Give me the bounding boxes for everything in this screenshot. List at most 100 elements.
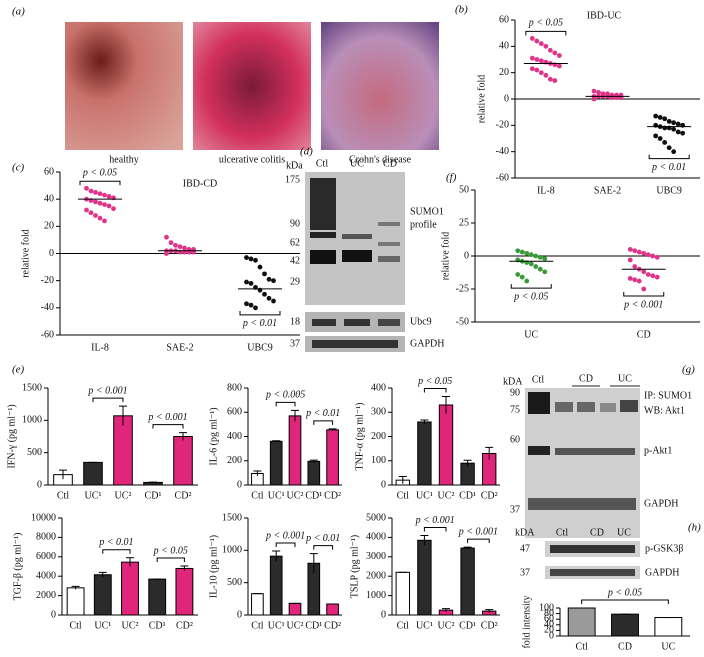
bar (460, 462, 475, 486)
x-tick-label: UC¹ (94, 620, 111, 631)
significance-bracket (92, 397, 124, 403)
error-bar (126, 557, 134, 567)
dot (542, 256, 548, 262)
x-tick-label: IL-8 (91, 342, 109, 353)
band (550, 569, 635, 576)
y-axis-label: IFN-γ (pg ml⁻¹) (6, 404, 17, 468)
bar (269, 555, 283, 616)
marker-label: 75 (510, 404, 520, 415)
x-tick-label: SAE-2 (166, 342, 193, 353)
lane-label: Ctl (532, 374, 544, 385)
bar (417, 421, 432, 486)
band (528, 392, 550, 414)
dot (182, 245, 187, 251)
dot (248, 280, 254, 286)
dot (524, 250, 530, 256)
significance-bracket (623, 292, 665, 297)
x-tick-label: CD² (176, 620, 193, 631)
x-tick-label: UC¹ (416, 490, 433, 501)
dot (529, 36, 535, 41)
panel-label: (c) (12, 162, 25, 174)
y-tick-label: 0 (549, 630, 554, 641)
y-tick-label: 1000 (22, 415, 42, 426)
band (577, 402, 595, 412)
x-tick-label: CD¹ (149, 620, 166, 631)
x-tick-label: IL-8 (537, 185, 555, 196)
y-axis-label: relative fold (20, 229, 31, 278)
dot (666, 145, 672, 151)
dot (111, 206, 116, 212)
x-tick-label: UC¹ (268, 490, 285, 501)
y-tick-label: 60 (44, 166, 54, 177)
y-axis-label: relative fold (440, 232, 451, 281)
marker-label: 90 (510, 387, 520, 398)
y-tick-label: 100 (371, 455, 386, 466)
bar (438, 404, 454, 486)
dot (662, 140, 668, 145)
dot (645, 272, 651, 277)
y-tick-label: 0 (237, 479, 242, 490)
error-bar (253, 470, 262, 476)
significance-bracket (313, 420, 334, 425)
dot (627, 257, 633, 263)
x-tick-label: UC² (438, 620, 455, 631)
y-tick-label: 40 (544, 619, 554, 630)
dot (534, 38, 540, 44)
bar (66, 587, 85, 616)
band (555, 402, 573, 412)
dot (591, 88, 597, 94)
dot (657, 136, 663, 141)
significance-bracket (648, 154, 690, 160)
dot (519, 274, 525, 280)
y-tick-label: 8000 (36, 532, 56, 543)
x-tick-label: CD (618, 641, 632, 652)
error-bar (463, 459, 472, 467)
dot (244, 255, 249, 260)
bar (175, 567, 194, 616)
x-tick-label: CD (637, 329, 651, 340)
x-tick-label: CD¹ (305, 490, 322, 501)
dot (641, 250, 647, 256)
x-tick-label: CD² (324, 620, 341, 631)
y-axis-label: IL-6 (pg ml⁻¹) (208, 407, 219, 465)
dot (552, 50, 558, 56)
dot (106, 194, 112, 199)
dot (253, 257, 258, 263)
y-tick-label: 2000 (36, 590, 56, 601)
band (312, 319, 336, 326)
annotation: p < 0.05 (417, 376, 452, 387)
panel-label: (d) (300, 146, 313, 158)
dot (537, 266, 543, 272)
panel-label: (g) (682, 364, 695, 376)
lane-label: Ctl (556, 527, 568, 538)
x-tick-label: CD² (175, 490, 192, 501)
bar (121, 561, 139, 616)
blot-label: profile (410, 219, 437, 230)
significance-bracket (313, 545, 334, 550)
band (342, 234, 372, 239)
bar (567, 607, 596, 637)
band (550, 545, 635, 553)
dot (653, 113, 659, 119)
x-tick-label: CD² (481, 620, 498, 631)
band (310, 250, 336, 264)
dot (244, 279, 249, 285)
dot (538, 70, 544, 76)
band (312, 340, 398, 348)
y-axis-label: relative fold (476, 75, 487, 124)
y-tick-label: 60 (499, 14, 509, 25)
panel-label: (a) (12, 6, 25, 18)
y-tick-label: 1000 (366, 590, 386, 601)
bar (148, 578, 167, 616)
lane-label: CD (383, 158, 397, 169)
dot (244, 301, 249, 307)
x-tick-label: Ctl (69, 620, 81, 631)
y-tick-label: 5000 (366, 512, 386, 523)
x-tick-label: CD² (324, 490, 341, 501)
band (310, 178, 336, 230)
y-tick-label: 80 (544, 608, 554, 619)
dot (627, 276, 633, 281)
y-tick-label: 0 (51, 609, 56, 620)
error-bar (485, 609, 494, 613)
